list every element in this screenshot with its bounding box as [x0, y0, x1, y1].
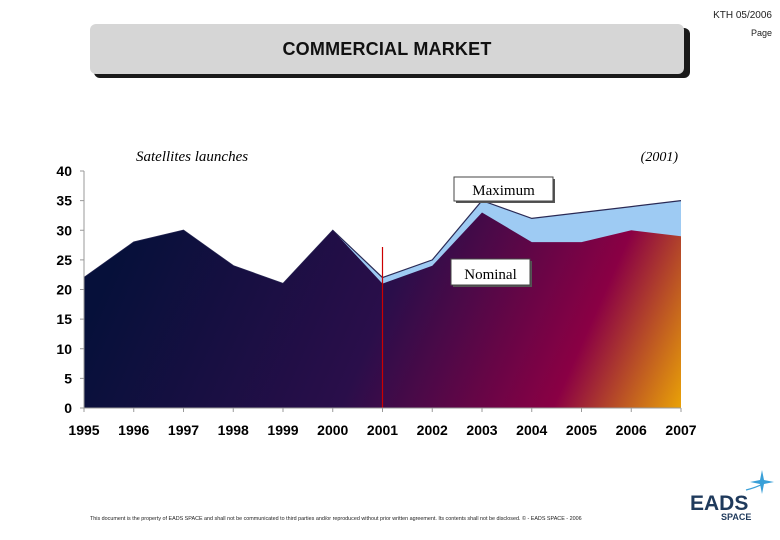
logo-sub: SPACE	[721, 512, 751, 522]
y-tick-label: 25	[56, 252, 72, 268]
y-tick-label: 20	[56, 282, 72, 298]
maximum-label-text: Maximum	[472, 183, 535, 199]
y-tick-label: 35	[56, 193, 72, 209]
title-banner: COMMERCIAL MARKET	[90, 24, 684, 74]
chart-title: Satellites launches	[136, 149, 248, 165]
x-tick-label: 1999	[267, 422, 298, 438]
y-tick-label: 30	[56, 222, 72, 238]
x-tick-label: 2001	[367, 422, 398, 438]
page-label: Page	[750, 28, 772, 38]
x-tick-label: 2000	[317, 422, 348, 438]
confidentiality-footer: This document is the property of EADS SP…	[90, 516, 582, 522]
logo-brand: EADS	[690, 492, 748, 515]
x-tick-label: 1998	[218, 422, 249, 438]
x-tick-label: 2007	[665, 422, 696, 438]
swoosh-icon	[745, 481, 767, 491]
x-tick-label: 2004	[516, 422, 547, 438]
x-tick-label: 1996	[118, 422, 149, 438]
x-tick-label: 2006	[616, 422, 647, 438]
x-tick-label: 1995	[68, 422, 99, 438]
nominal-label-text: Nominal	[464, 267, 517, 283]
chart-subtitle: (2001)	[641, 150, 679, 165]
x-tick-label: 2005	[566, 422, 597, 438]
slide-title: COMMERCIAL MARKET	[282, 38, 492, 59]
x-tick-label: 1997	[168, 422, 199, 438]
star-icon	[750, 470, 774, 494]
x-tick-label: 2002	[417, 422, 448, 438]
y-tick-label: 40	[56, 163, 72, 179]
maximum-label: Maximum	[453, 176, 555, 203]
y-tick-label: 10	[56, 341, 72, 357]
document-reference: KTH 05/2006	[713, 10, 772, 21]
y-tick-label: 0	[64, 400, 72, 416]
nominal-label: Nominal	[450, 258, 532, 287]
x-tick-label: 2003	[466, 422, 497, 438]
y-tick-label: 5	[64, 370, 72, 386]
eads-space-logo: EADS SPACE	[688, 466, 774, 528]
y-tick-label: 15	[56, 311, 72, 327]
